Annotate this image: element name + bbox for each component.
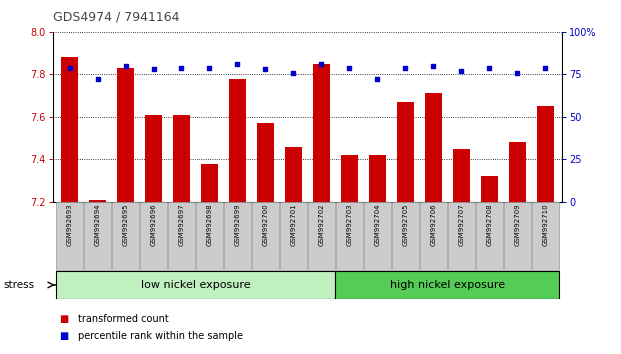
Bar xyxy=(364,202,391,270)
Bar xyxy=(285,147,302,202)
Bar xyxy=(84,202,111,270)
Bar xyxy=(224,202,251,270)
Bar xyxy=(425,93,442,202)
Point xyxy=(428,63,438,69)
Text: GSM992701: GSM992701 xyxy=(291,204,296,246)
Bar xyxy=(201,164,218,202)
Text: ■: ■ xyxy=(59,331,68,341)
Text: GSM992696: GSM992696 xyxy=(150,204,156,246)
Bar xyxy=(117,68,134,202)
Text: GSM992709: GSM992709 xyxy=(514,204,520,246)
Text: GSM992707: GSM992707 xyxy=(458,204,465,246)
Bar xyxy=(397,102,414,202)
Bar xyxy=(532,202,559,270)
Bar xyxy=(145,115,162,202)
Text: GSM992704: GSM992704 xyxy=(374,204,380,246)
Point xyxy=(65,65,75,70)
Point xyxy=(540,65,550,70)
Bar xyxy=(335,271,559,299)
Text: GSM992698: GSM992698 xyxy=(206,204,212,246)
Text: GSM992700: GSM992700 xyxy=(263,204,268,246)
Bar xyxy=(369,155,386,202)
Text: GSM992706: GSM992706 xyxy=(430,204,437,246)
Text: GSM992694: GSM992694 xyxy=(94,204,101,246)
Text: low nickel exposure: low nickel exposure xyxy=(141,280,250,290)
Bar xyxy=(168,202,195,270)
Text: GSM992710: GSM992710 xyxy=(542,204,548,246)
Point xyxy=(345,65,355,70)
Point xyxy=(288,70,298,75)
Bar xyxy=(173,115,190,202)
Point xyxy=(260,67,270,72)
Text: GDS4974 / 7941164: GDS4974 / 7941164 xyxy=(53,11,179,24)
Bar xyxy=(504,202,531,270)
Bar xyxy=(140,202,167,270)
Point xyxy=(93,76,102,82)
Bar xyxy=(308,202,335,270)
Point xyxy=(456,68,466,74)
Bar xyxy=(448,202,474,270)
Text: ■: ■ xyxy=(59,314,68,324)
Bar xyxy=(257,123,274,202)
Bar xyxy=(336,202,363,270)
Bar xyxy=(196,202,223,270)
Bar xyxy=(420,202,446,270)
Text: stress: stress xyxy=(3,280,34,290)
Bar xyxy=(229,79,246,202)
Point xyxy=(148,67,158,72)
Bar xyxy=(453,149,469,202)
Bar xyxy=(112,202,139,270)
Bar xyxy=(509,142,525,202)
Point xyxy=(484,65,494,70)
Text: GSM992697: GSM992697 xyxy=(178,204,184,246)
Bar xyxy=(341,155,358,202)
Bar xyxy=(481,176,497,202)
Bar xyxy=(56,202,83,270)
Bar xyxy=(313,64,330,202)
Text: GSM992699: GSM992699 xyxy=(235,204,240,246)
Text: transformed count: transformed count xyxy=(78,314,168,324)
Text: GSM992695: GSM992695 xyxy=(122,204,129,246)
Point xyxy=(120,63,130,69)
Bar xyxy=(252,202,279,270)
Bar xyxy=(392,202,419,270)
Text: percentile rank within the sample: percentile rank within the sample xyxy=(78,331,243,341)
Text: high nickel exposure: high nickel exposure xyxy=(390,280,505,290)
Bar xyxy=(56,271,335,299)
Bar xyxy=(61,57,78,202)
Point xyxy=(401,65,410,70)
Text: GSM992693: GSM992693 xyxy=(66,204,73,246)
Text: GSM992702: GSM992702 xyxy=(319,204,324,246)
Point xyxy=(176,65,186,70)
Point xyxy=(317,61,327,67)
Point xyxy=(232,61,242,67)
Point xyxy=(512,70,522,75)
Text: GSM992703: GSM992703 xyxy=(347,204,352,246)
Text: GSM992708: GSM992708 xyxy=(486,204,492,246)
Bar xyxy=(280,202,307,270)
Point xyxy=(373,76,383,82)
Bar xyxy=(89,200,106,202)
Bar xyxy=(476,202,502,270)
Point xyxy=(204,65,214,70)
Bar xyxy=(537,106,553,202)
Text: GSM992705: GSM992705 xyxy=(402,204,409,246)
